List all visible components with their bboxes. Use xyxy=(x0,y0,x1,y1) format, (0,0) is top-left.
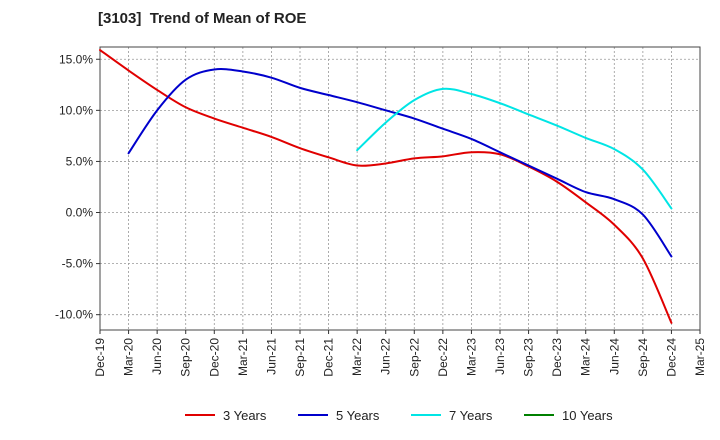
x-tick-label: Jun-22 xyxy=(379,338,393,375)
legend: 3 Years 5 Years 7 Years 10 Years xyxy=(185,408,613,423)
x-tick-label: Dec-20 xyxy=(207,338,221,377)
x-tick-label: Dec-23 xyxy=(550,338,564,377)
plot-area-border xyxy=(99,46,701,331)
x-tick-label: Sep-20 xyxy=(179,338,193,377)
x-tick-label: Mar-22 xyxy=(350,338,364,376)
series-line-7-years xyxy=(356,87,673,210)
x-tick-label: Dec-21 xyxy=(322,338,336,377)
y-tick-label: -5.0% xyxy=(62,257,94,271)
plot-frame xyxy=(99,46,701,331)
x-tick-label: Sep-21 xyxy=(293,338,307,377)
y-tick-label: 0.0% xyxy=(66,206,94,220)
x-tick-label: Jun-21 xyxy=(264,338,278,375)
x-tick-label: Mar-20 xyxy=(122,338,136,376)
x-tick-label: Mar-23 xyxy=(464,338,478,376)
legend-label: 7 Years xyxy=(449,408,493,423)
legend-label: 3 Years xyxy=(223,408,267,423)
y-tick-label: 5.0% xyxy=(66,154,94,168)
x-tick-label: Mar-25 xyxy=(693,338,707,376)
x-tick-label: Sep-24 xyxy=(636,338,650,377)
x-axis: Dec-19 Mar-20 Jun-20 Sep-20 Dec-20 Mar-21 Jun-… xyxy=(93,330,707,377)
series-layer xyxy=(99,49,673,324)
y-tick-label: 15.0% xyxy=(59,52,93,66)
chart-title: [3103] Trend of Mean of ROE xyxy=(98,10,307,27)
x-tick-label: Dec-24 xyxy=(664,338,678,377)
x-tick-label: Sep-23 xyxy=(522,338,536,377)
x-tick-label: Jun-23 xyxy=(493,338,507,375)
y-tick-label: -10.0% xyxy=(55,308,93,322)
x-tick-label: Mar-21 xyxy=(236,338,250,376)
legend-label: 10 Years xyxy=(562,408,613,423)
legend-label: 5 Years xyxy=(336,408,380,423)
x-tick-label: Dec-19 xyxy=(93,338,107,377)
x-tick-label: Jun-24 xyxy=(607,338,621,375)
series-line-5-years xyxy=(127,68,673,258)
series-line-3-years xyxy=(99,49,673,324)
x-tick-label: Sep-22 xyxy=(407,338,421,377)
x-tick-label: Jun-20 xyxy=(150,338,164,375)
grid-layer xyxy=(100,47,700,330)
y-tick-label: 10.0% xyxy=(59,103,93,117)
y-axis: 15.0% 10.0% 5.0% 0.0% -5.0% -10.0% xyxy=(55,52,100,322)
x-tick-label: Mar-24 xyxy=(579,338,593,376)
x-tick-label: Dec-22 xyxy=(436,338,450,377)
